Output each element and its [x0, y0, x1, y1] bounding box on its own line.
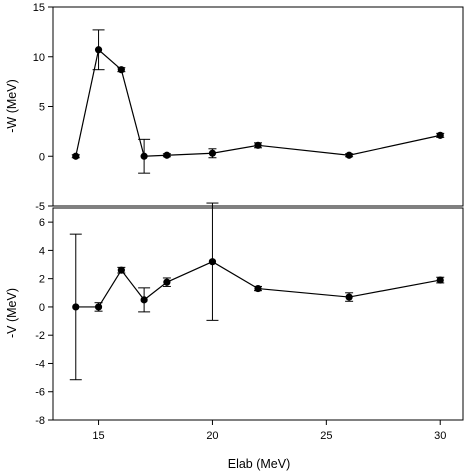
data-point: [254, 284, 262, 293]
y-axis-label-top: -W (MeV): [5, 79, 19, 132]
y-tick-label: 2: [39, 274, 45, 286]
bottom-panel: -8 -6 -4 -2 0 2 4 6 15 20 25 30: [35, 202, 464, 442]
x-axis-label: Elab (MeV): [228, 457, 291, 471]
x-tick-label: 15: [92, 430, 104, 442]
y-tick-label: 4: [39, 245, 45, 257]
data-point: [117, 66, 125, 74]
data-point: [345, 151, 353, 159]
data-point: [208, 258, 217, 266]
data-point: [163, 278, 171, 286]
y-tick-label: 0: [39, 151, 45, 163]
y-tick-label: 10: [33, 52, 45, 64]
y-tick-label: -4: [35, 358, 45, 370]
y-tick-label: 6: [39, 217, 45, 229]
data-point: [345, 293, 353, 301]
y-tick-label: 5: [39, 102, 45, 114]
data-point: [140, 152, 148, 160]
top-panel: -5 0 5 10 15: [33, 2, 464, 213]
series-line: [75, 48, 441, 157]
data-point: [94, 46, 103, 54]
data-point: [163, 151, 171, 159]
y-tick-label: -5: [35, 201, 45, 213]
data-point: [208, 149, 217, 157]
x-tick-label: 20: [206, 430, 218, 442]
y-tick-label: -2: [35, 330, 45, 342]
x-tick-label: 30: [434, 430, 446, 442]
data-point: [140, 296, 148, 304]
data-point: [254, 141, 262, 149]
data-point: [72, 152, 80, 160]
y-tick-label: 15: [33, 2, 45, 14]
data-point: [117, 266, 125, 274]
series-line: [75, 261, 441, 308]
x-tick-label: 25: [320, 430, 332, 442]
data-point: [436, 276, 444, 284]
plot-frame: [52, 6, 464, 207]
y-axis-label-bottom: -V (MeV): [5, 288, 19, 338]
y-tick-label: 0: [39, 302, 45, 314]
y-tick-label: -6: [35, 387, 45, 399]
data-point: [72, 303, 80, 311]
y-tick-label: -8: [35, 415, 45, 427]
data-point: [94, 303, 103, 311]
data-point: [436, 131, 444, 139]
plot-frame: [52, 207, 464, 421]
